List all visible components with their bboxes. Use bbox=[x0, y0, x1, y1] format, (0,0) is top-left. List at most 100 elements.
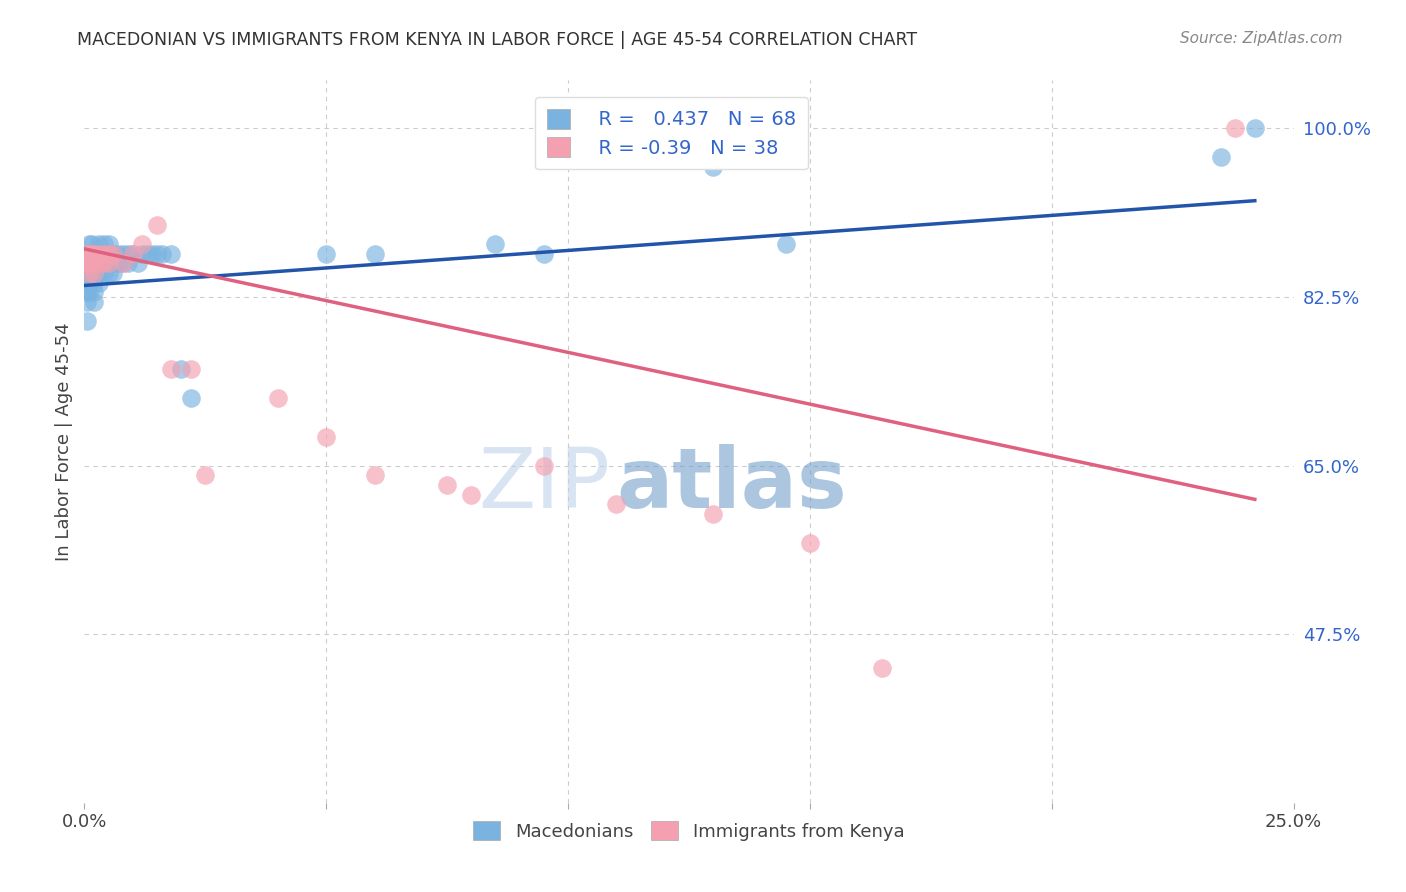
Point bbox=[80, 246, 103, 260]
Text: MACEDONIAN VS IMMIGRANTS FROM KENYA IN LABOR FORCE | AGE 45-54 CORRELATION CHART: MACEDONIAN VS IMMIGRANTS FROM KENYA IN L… bbox=[77, 31, 918, 49]
Point bbox=[76, 276, 98, 290]
Point bbox=[87, 237, 110, 252]
Point bbox=[121, 246, 143, 260]
Point bbox=[131, 237, 153, 252]
Point bbox=[87, 246, 110, 260]
Point bbox=[83, 266, 105, 280]
Point bbox=[127, 256, 149, 270]
Point bbox=[141, 246, 163, 260]
Point bbox=[83, 256, 105, 270]
Point bbox=[112, 256, 135, 270]
Point bbox=[87, 276, 110, 290]
Point bbox=[103, 246, 125, 260]
Point bbox=[1243, 121, 1265, 136]
Text: ZIP: ZIP bbox=[478, 444, 610, 525]
Point bbox=[1225, 121, 1247, 136]
Point bbox=[80, 256, 103, 270]
Point bbox=[605, 497, 627, 511]
Point bbox=[76, 314, 98, 328]
Point bbox=[146, 218, 169, 232]
Point bbox=[79, 256, 101, 270]
Point bbox=[83, 276, 105, 290]
Point bbox=[76, 256, 98, 270]
Text: atlas: atlas bbox=[616, 444, 848, 525]
Point bbox=[315, 430, 337, 444]
Point bbox=[103, 246, 125, 260]
Point bbox=[170, 362, 193, 376]
Point bbox=[87, 246, 110, 260]
Point bbox=[775, 237, 797, 252]
Point bbox=[136, 246, 159, 260]
Point bbox=[180, 391, 202, 405]
Point bbox=[93, 246, 115, 260]
Point bbox=[112, 256, 135, 270]
Point bbox=[315, 246, 337, 260]
Point bbox=[121, 246, 143, 260]
Point bbox=[194, 468, 217, 483]
Point bbox=[77, 246, 100, 260]
Point bbox=[533, 458, 555, 473]
Point bbox=[77, 237, 100, 252]
Point bbox=[146, 246, 169, 260]
Point bbox=[76, 285, 98, 300]
Point bbox=[77, 246, 100, 260]
Point bbox=[117, 246, 139, 260]
Point bbox=[79, 256, 101, 270]
Point bbox=[436, 478, 458, 492]
Point bbox=[77, 256, 100, 270]
Point bbox=[80, 266, 103, 280]
Point bbox=[93, 246, 115, 260]
Point bbox=[77, 266, 100, 280]
Point bbox=[484, 237, 506, 252]
Point bbox=[160, 246, 183, 260]
Point bbox=[77, 276, 100, 290]
Point bbox=[103, 256, 125, 270]
Point bbox=[87, 266, 110, 280]
Point bbox=[117, 256, 139, 270]
Point bbox=[83, 246, 105, 260]
Point bbox=[86, 246, 108, 260]
Point bbox=[80, 246, 103, 260]
Point bbox=[87, 256, 110, 270]
Point bbox=[83, 246, 105, 260]
Point bbox=[77, 246, 100, 260]
Point bbox=[107, 256, 129, 270]
Point bbox=[872, 661, 894, 675]
Y-axis label: In Labor Force | Age 45-54: In Labor Force | Age 45-54 bbox=[55, 322, 73, 561]
Text: Source: ZipAtlas.com: Source: ZipAtlas.com bbox=[1180, 31, 1343, 46]
Point bbox=[97, 246, 120, 260]
Point bbox=[799, 535, 821, 549]
Point bbox=[83, 266, 105, 280]
Point bbox=[83, 294, 105, 309]
Point bbox=[97, 246, 120, 260]
Point bbox=[702, 160, 724, 174]
Point bbox=[93, 237, 115, 252]
Legend: Macedonians, Immigrants from Kenya: Macedonians, Immigrants from Kenya bbox=[467, 814, 911, 848]
Point bbox=[77, 256, 100, 270]
Point bbox=[79, 246, 101, 260]
Point bbox=[76, 246, 98, 260]
Point bbox=[93, 256, 115, 270]
Point bbox=[150, 246, 173, 260]
Point bbox=[112, 246, 135, 260]
Point bbox=[180, 362, 202, 376]
Point bbox=[107, 246, 129, 260]
Point bbox=[97, 266, 120, 280]
Point bbox=[460, 487, 482, 501]
Point bbox=[1209, 150, 1232, 164]
Point bbox=[93, 266, 115, 280]
Point bbox=[363, 246, 385, 260]
Point bbox=[77, 266, 100, 280]
Point bbox=[97, 256, 120, 270]
Point bbox=[83, 285, 105, 300]
Point bbox=[76, 256, 98, 270]
Point bbox=[533, 246, 555, 260]
Point bbox=[76, 294, 98, 309]
Point bbox=[702, 507, 724, 521]
Point bbox=[97, 256, 120, 270]
Point bbox=[363, 468, 385, 483]
Point bbox=[77, 276, 100, 290]
Point bbox=[77, 266, 100, 280]
Point bbox=[87, 256, 110, 270]
Point bbox=[83, 256, 105, 270]
